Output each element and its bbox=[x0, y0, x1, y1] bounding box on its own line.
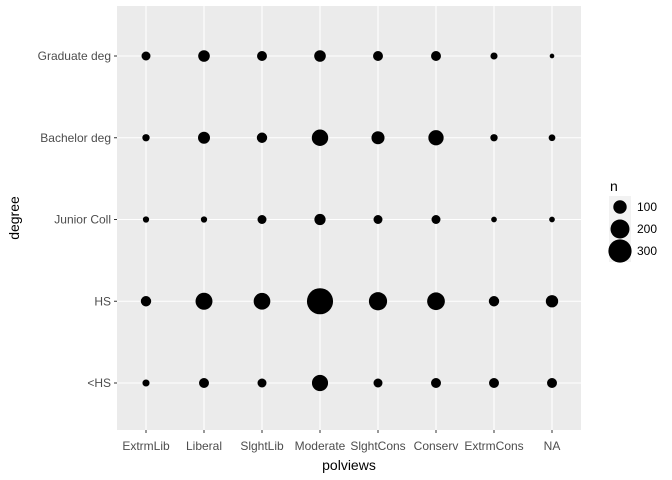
x-tick-label: Liberal bbox=[186, 439, 222, 453]
points bbox=[140, 50, 559, 392]
data-point bbox=[256, 132, 268, 143]
data-point bbox=[373, 51, 383, 61]
x-tick-label: NA bbox=[544, 439, 561, 453]
y-tick-label: Graduate deg bbox=[38, 49, 111, 63]
legend-point bbox=[608, 239, 632, 263]
data-point bbox=[140, 296, 152, 307]
x-tick-label: ExtrmLib bbox=[122, 439, 170, 453]
data-point bbox=[428, 130, 444, 146]
y-tick-label: Junior Coll bbox=[54, 213, 111, 227]
data-point bbox=[545, 295, 559, 308]
data-point bbox=[488, 296, 500, 307]
data-point bbox=[490, 134, 498, 142]
data-point bbox=[200, 216, 208, 223]
data-point bbox=[489, 378, 499, 388]
y-tick-label: <HS bbox=[87, 376, 111, 390]
data-point bbox=[311, 129, 329, 146]
x-tick-label: SlghtLib bbox=[240, 439, 284, 453]
legend: n 100 200 300 bbox=[608, 178, 657, 263]
data-point bbox=[257, 51, 267, 61]
data-point bbox=[314, 50, 326, 62]
y-axis-title: degree bbox=[6, 196, 22, 240]
data-point bbox=[142, 379, 150, 387]
data-point bbox=[257, 215, 267, 224]
data-point bbox=[198, 131, 210, 144]
data-point bbox=[314, 213, 326, 226]
legend-label: 100 bbox=[637, 200, 657, 214]
data-point bbox=[549, 216, 555, 223]
data-point bbox=[141, 51, 151, 61]
data-point bbox=[199, 378, 209, 388]
legend-title: n bbox=[610, 178, 618, 194]
legend-point bbox=[613, 200, 627, 214]
data-point bbox=[311, 374, 329, 392]
plot-panel bbox=[117, 6, 581, 430]
data-point bbox=[198, 50, 210, 62]
data-point bbox=[490, 52, 498, 60]
data-point bbox=[306, 288, 334, 315]
data-point bbox=[491, 216, 497, 223]
data-point bbox=[142, 216, 150, 223]
x-tick-label: ExtrmCons bbox=[464, 439, 523, 453]
legend-point bbox=[610, 219, 630, 239]
x-tick-label: SlghtCons bbox=[350, 439, 405, 453]
x-axis-title: polviews bbox=[322, 457, 376, 473]
data-point bbox=[368, 292, 388, 311]
y-axis: <HS HS Junior Coll Bachelor deg Graduate deg bbox=[38, 49, 117, 390]
data-point bbox=[431, 51, 441, 61]
data-point bbox=[431, 215, 441, 224]
data-point bbox=[431, 378, 441, 388]
data-point bbox=[253, 292, 271, 310]
legend-label: 300 bbox=[637, 244, 657, 258]
data-point bbox=[142, 134, 150, 142]
data-point bbox=[549, 53, 555, 59]
data-point bbox=[548, 134, 556, 142]
data-point bbox=[547, 378, 557, 388]
x-tick-label: Conserv bbox=[414, 439, 459, 453]
data-point bbox=[427, 292, 445, 311]
data-point bbox=[257, 378, 267, 388]
data-point bbox=[195, 292, 213, 310]
data-point bbox=[373, 215, 383, 224]
y-tick-label: Bachelor deg bbox=[40, 131, 111, 145]
data-point bbox=[373, 378, 383, 388]
data-point bbox=[371, 131, 385, 145]
x-axis: ExtrmLib Liberal SlghtLib Moderate SlghtCons… bbox=[122, 430, 560, 453]
legend-label: 200 bbox=[637, 222, 657, 236]
x-tick-label: Moderate bbox=[295, 439, 346, 453]
y-tick-label: HS bbox=[94, 294, 111, 308]
